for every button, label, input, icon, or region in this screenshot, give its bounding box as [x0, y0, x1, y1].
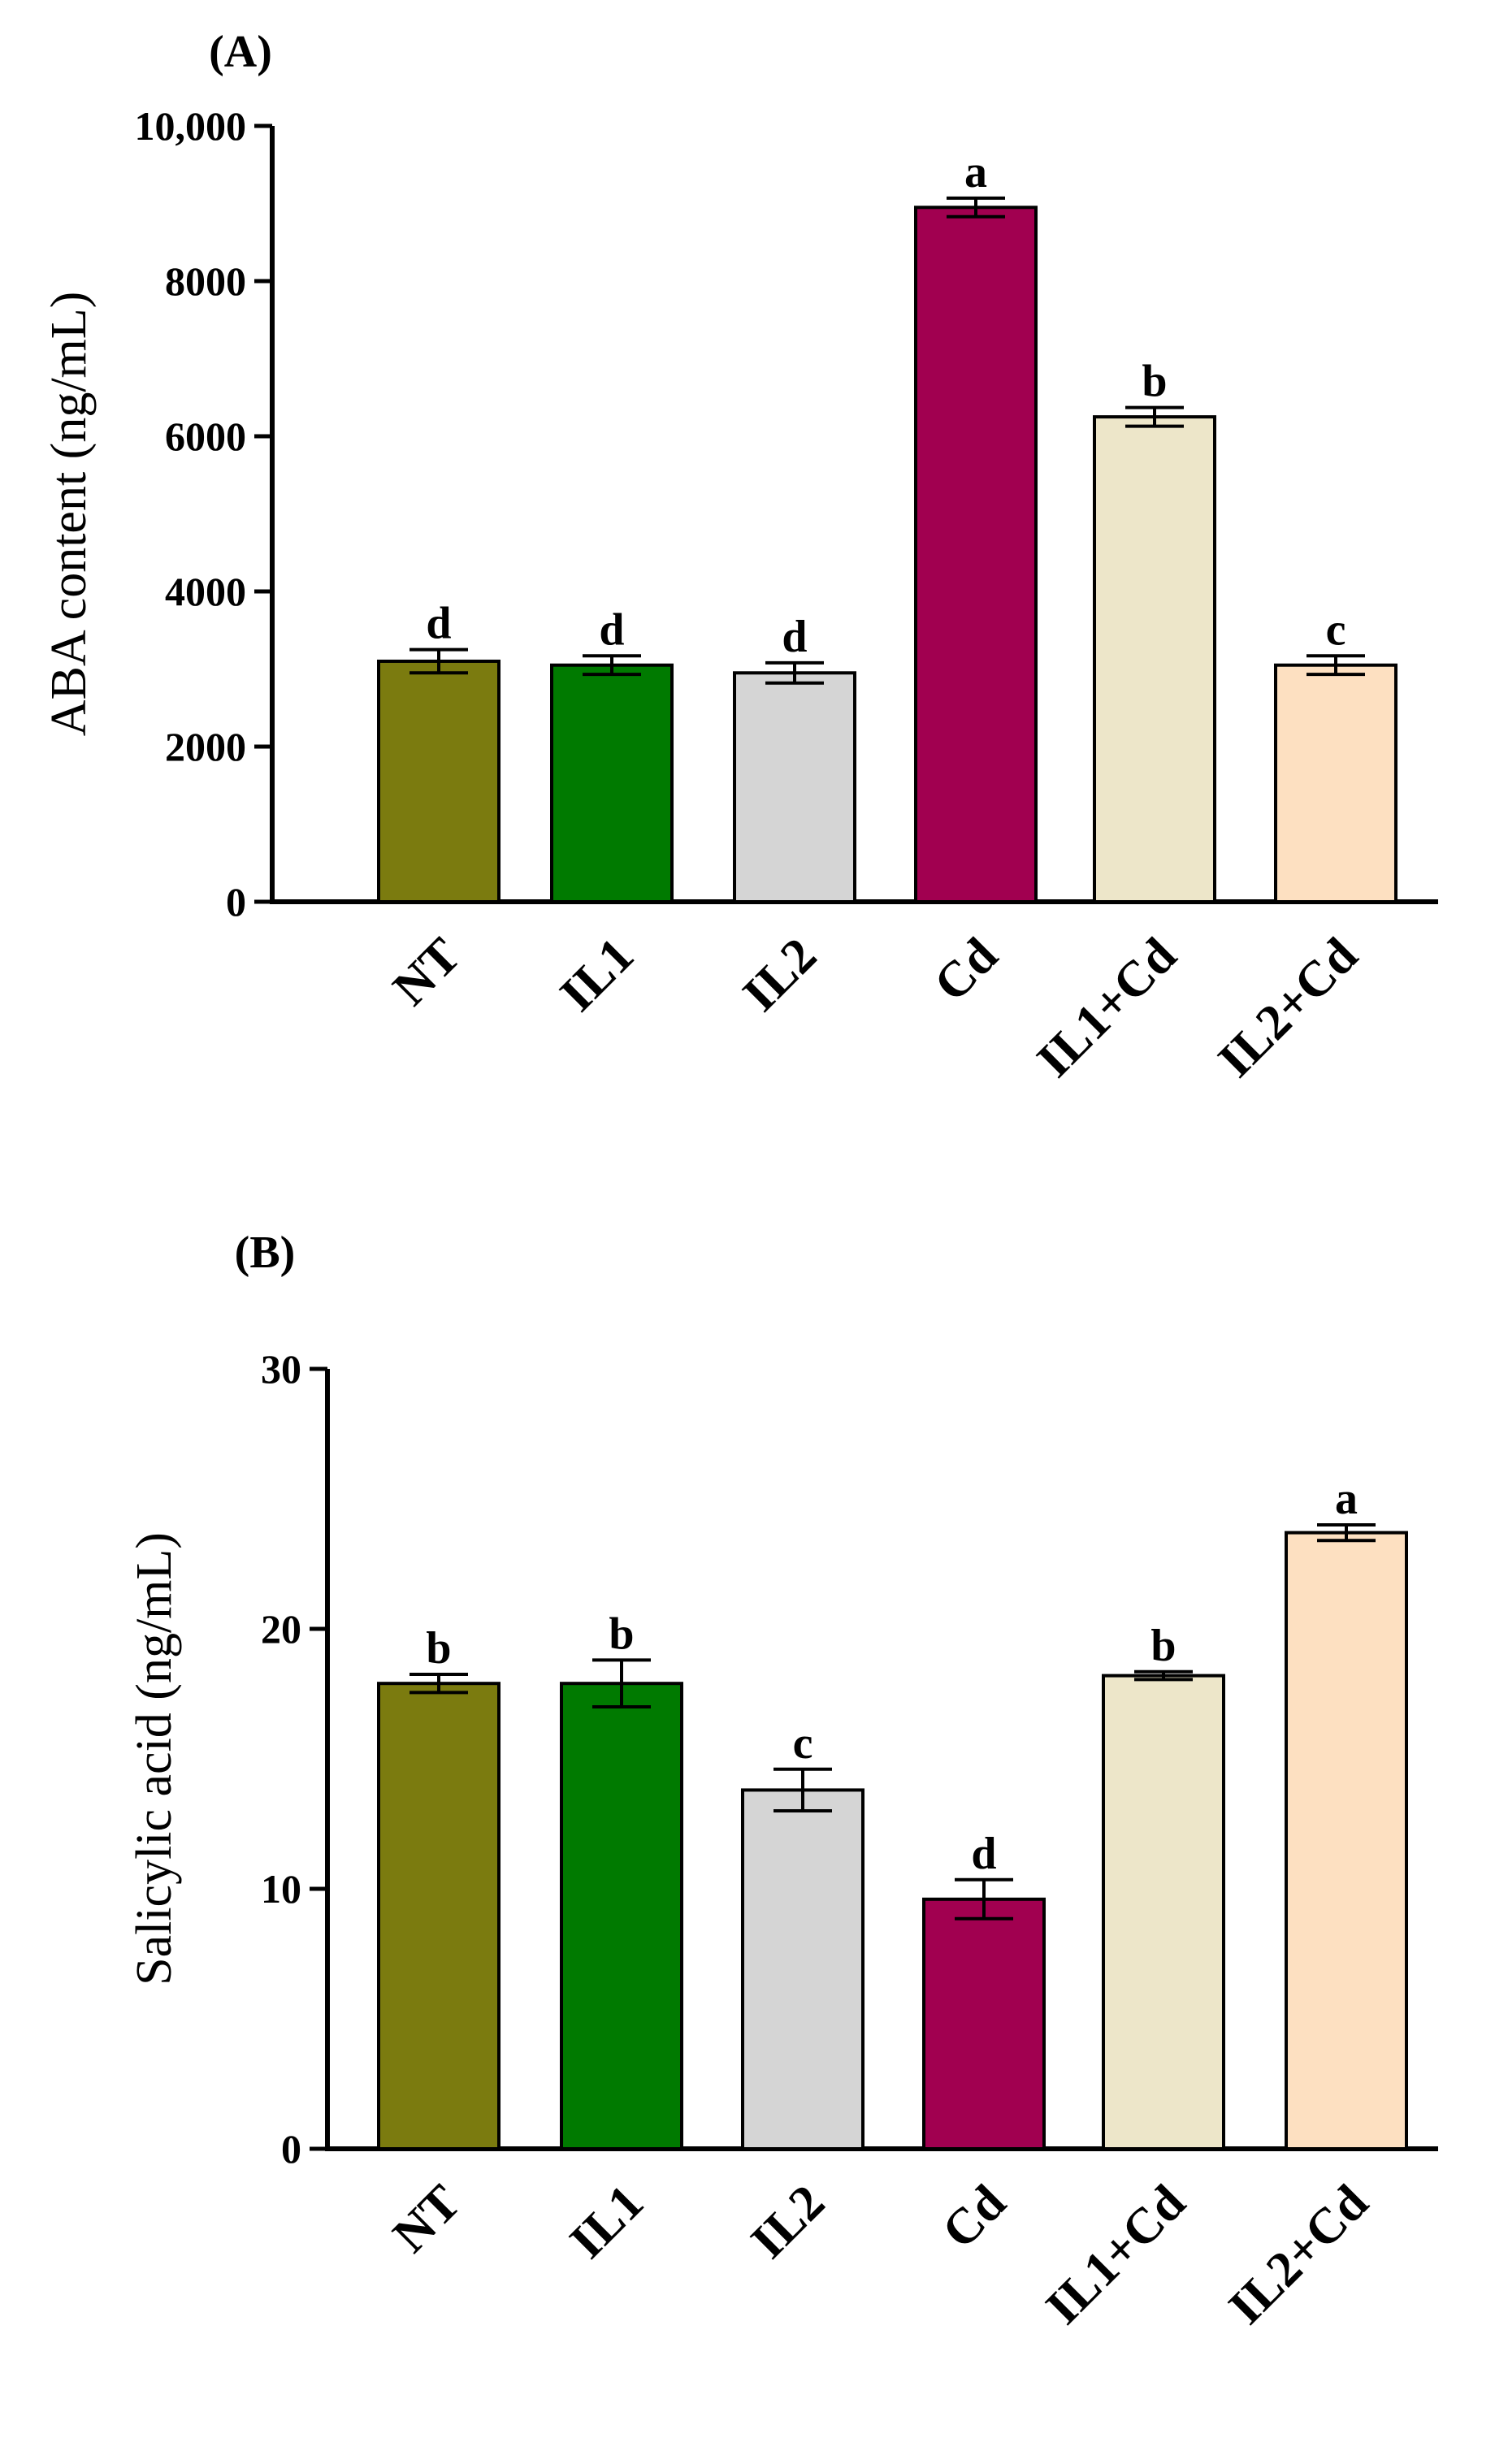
significance-letter: c	[1326, 604, 1346, 655]
y-tick-label: 30	[261, 1346, 301, 1392]
x-tick-label: IL1+Cd	[1027, 928, 1187, 1088]
bar-il2-cd	[1285, 1531, 1408, 2150]
significance-letter: d	[426, 599, 451, 649]
significance-letter: b	[426, 1623, 451, 1674]
x-tick-label: Cd	[924, 928, 1008, 1012]
panel-label: (A)	[209, 27, 272, 77]
bar-cd	[914, 206, 1038, 903]
x-tick-label: NT	[383, 928, 471, 1016]
y-tick-label: 2000	[165, 724, 246, 769]
panel-label: (B)	[235, 1228, 296, 1278]
bar-il2	[741, 1788, 864, 2150]
significance-letter: b	[1150, 1621, 1176, 1671]
bar-il1-cd	[1102, 1674, 1225, 2151]
chart-panel-b: (B) 0 10 20 30 Salicylic acid (ng/mL) b NT b IL1 c…	[127, 1228, 1438, 2335]
x-tick-label: IL1	[560, 2175, 654, 2269]
y-tick-label: 0	[281, 2126, 301, 2172]
bar-nt	[377, 1682, 500, 2150]
x-tick-label: IL2+Cd	[1219, 2175, 1379, 2335]
x-tick-label: NT	[383, 2175, 471, 2263]
significance-letter: a	[1335, 1474, 1358, 1524]
bar-il1	[560, 1682, 683, 2150]
x-tick-label: Cd	[932, 2175, 1016, 2259]
x-tick-label: IL1	[550, 928, 644, 1022]
significance-letter: a	[964, 147, 987, 197]
bar-il1-cd	[1093, 415, 1216, 903]
y-axis-title: Salicylic acid (ng/mL)	[127, 1532, 182, 1985]
significance-letter: d	[971, 1829, 996, 1879]
y-tick-label: 8000	[165, 258, 246, 304]
significance-letter: c	[793, 1718, 813, 1769]
bar-nt	[377, 659, 500, 903]
bar-cd	[922, 1897, 1046, 2151]
significance-letter: b	[609, 1609, 634, 1659]
x-tick-label: IL1+Cd	[1036, 2175, 1196, 2335]
chart-panel-a: (A) 0 2000 4000 6000 8000 10,000 ABA content (n…	[41, 27, 1438, 1088]
significance-letter: d	[599, 604, 624, 655]
y-tick-label: 6000	[165, 414, 246, 459]
y-axis-title: ABA content (ng/mL)	[41, 292, 97, 737]
significance-letter: d	[782, 612, 807, 662]
y-tick-label: 4000	[165, 569, 246, 614]
y-tick-label: 10	[261, 1866, 301, 1912]
y-tick-label: 10,000	[135, 103, 247, 149]
bar-il2	[733, 671, 856, 904]
x-tick-label: IL2	[741, 2175, 835, 2269]
x-tick-label: IL2+Cd	[1208, 928, 1368, 1088]
bar-il2-cd	[1274, 663, 1398, 903]
y-tick-label: 0	[226, 879, 246, 925]
significance-letter: b	[1142, 357, 1167, 407]
bar-il1	[550, 663, 674, 903]
y-tick-label: 20	[261, 1606, 301, 1652]
x-tick-label: IL2	[733, 928, 827, 1022]
